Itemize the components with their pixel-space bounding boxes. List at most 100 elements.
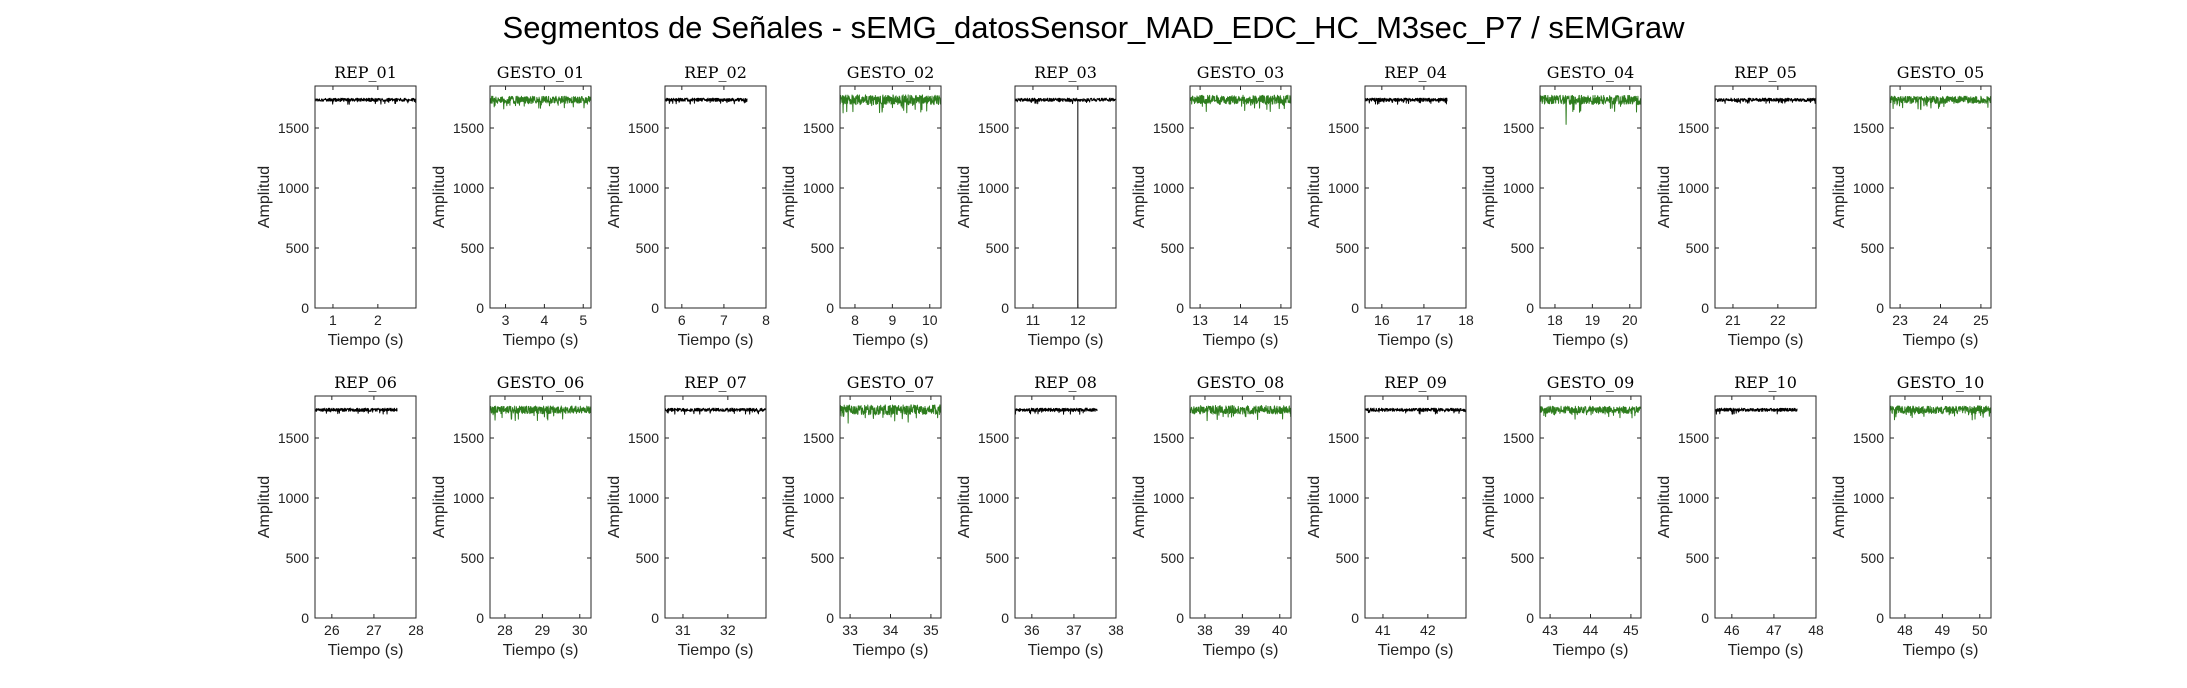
x-tick-label-gesto-10: 48 [1897,622,1913,638]
signal-trace-rep-10 [1715,408,1797,414]
x-tick-label-rep-07: 32 [720,622,736,638]
y-tick-label-gesto-08: 1000 [1153,490,1184,506]
signal-trace-rep-01 [315,98,416,104]
x-tick-label-gesto-09: 45 [1623,622,1639,638]
x-tick-label-gesto-03: 14 [1233,312,1249,328]
axes-box-gesto-10 [1890,396,1991,618]
x-tick-label-gesto-03: 15 [1273,312,1289,328]
y-tick-label-rep-09: 500 [1336,550,1360,566]
y-axis-label-rep-05: Amplitud [1656,166,1673,228]
y-tick-label-rep-05: 0 [1701,300,1709,316]
x-tick-label-rep-10: 48 [1808,622,1824,638]
x-tick-label-rep-04: 17 [1416,312,1432,328]
y-tick-label-rep-09: 0 [1351,610,1359,626]
x-axis-label-rep-01: Tiempo (s) [328,332,404,349]
x-axis-label-rep-09: Tiempo (s) [1378,642,1454,659]
x-axis-label-gesto-10: Tiempo (s) [1903,642,1979,659]
axes-box-rep-04 [1365,86,1466,308]
panel-title-rep-06: REP_06 [334,373,397,392]
x-tick-label-rep-04: 18 [1458,312,1474,328]
x-tick-label-gesto-04: 20 [1622,312,1638,328]
panel-title-rep-10: REP_10 [1734,373,1797,392]
y-tick-label-gesto-09: 0 [1526,610,1534,626]
x-tick-label-rep-02: 8 [762,312,770,328]
x-tick-label-rep-01: 2 [374,312,382,328]
y-axis-label-gesto-09: Amplitud [1481,476,1498,538]
y-tick-label-rep-10: 1000 [1678,490,1709,506]
y-axis-label-gesto-05: Amplitud [1831,166,1848,228]
x-tick-label-rep-08: 37 [1066,622,1082,638]
signal-trace-gesto-04 [1540,95,1641,124]
y-tick-label-gesto-07: 1000 [803,490,834,506]
y-tick-label-gesto-01: 0 [476,300,484,316]
y-tick-label-rep-01: 1000 [278,180,309,196]
y-axis-label-gesto-06: Amplitud [431,476,448,538]
x-tick-label-rep-03: 12 [1070,312,1086,328]
x-tick-label-rep-01: 1 [329,312,337,328]
signal-trace-gesto-10 [1890,406,1991,420]
panel-title-gesto-04: GESTO_04 [1547,63,1635,82]
y-tick-label-rep-07: 500 [636,550,660,566]
y-axis-label-gesto-02: Amplitud [781,166,798,228]
x-tick-label-rep-06: 27 [366,622,382,638]
panel-title-rep-09: REP_09 [1384,373,1447,392]
panel-title-gesto-01: GESTO_01 [497,63,585,82]
axes-box-gesto-07 [840,396,941,618]
axes-box-rep-03 [1015,86,1116,308]
y-tick-label-rep-10: 0 [1701,610,1709,626]
y-axis-label-rep-04: Amplitud [1306,166,1323,228]
x-tick-label-rep-04: 16 [1374,312,1390,328]
x-tick-label-rep-02: 6 [678,312,686,328]
y-tick-label-gesto-04: 0 [1526,300,1534,316]
y-tick-label-gesto-08: 1500 [1153,430,1184,446]
axes-box-gesto-05 [1890,86,1991,308]
axes-box-gesto-03 [1190,86,1291,308]
x-tick-label-gesto-03: 13 [1192,312,1208,328]
y-tick-label-gesto-10: 1500 [1853,430,1884,446]
y-axis-label-rep-09: Amplitud [1306,476,1323,538]
y-tick-label-gesto-10: 500 [1861,550,1885,566]
x-tick-label-rep-05: 21 [1725,312,1741,328]
x-axis-label-rep-08: Tiempo (s) [1028,642,1104,659]
y-tick-label-rep-07: 0 [651,610,659,626]
y-tick-label-gesto-05: 1000 [1853,180,1884,196]
x-axis-label-gesto-03: Tiempo (s) [1203,332,1279,349]
y-tick-label-gesto-10: 0 [1876,610,1884,626]
axes-box-gesto-09 [1540,396,1641,618]
y-tick-label-gesto-02: 1500 [803,120,834,136]
panel-title-rep-05: REP_05 [1734,63,1797,82]
y-tick-label-gesto-05: 0 [1876,300,1884,316]
axes-box-rep-06 [315,396,416,618]
y-tick-label-rep-01: 500 [286,240,310,256]
signal-trace-rep-08 [1015,408,1097,414]
x-tick-label-gesto-10: 50 [1972,622,1988,638]
y-tick-label-rep-02: 1000 [628,180,659,196]
x-axis-label-gesto-06: Tiempo (s) [503,642,579,659]
signal-trace-rep-07 [665,408,766,414]
y-axis-label-gesto-07: Amplitud [781,476,798,538]
y-tick-label-rep-01: 0 [301,300,309,316]
x-tick-label-gesto-02: 10 [922,312,938,328]
y-tick-label-rep-03: 1500 [978,120,1009,136]
x-tick-label-gesto-02: 8 [851,312,859,328]
panel-title-rep-07: REP_07 [684,373,747,392]
y-tick-label-gesto-08: 500 [1161,550,1185,566]
y-tick-label-gesto-02: 1000 [803,180,834,196]
y-tick-label-gesto-07: 500 [811,550,835,566]
y-tick-label-gesto-08: 0 [1176,610,1184,626]
x-tick-label-rep-10: 46 [1724,622,1740,638]
y-tick-label-gesto-09: 500 [1511,550,1535,566]
x-tick-label-rep-09: 41 [1375,622,1391,638]
signal-trace-rep-09 [1365,408,1466,414]
x-axis-label-rep-07: Tiempo (s) [678,642,754,659]
y-tick-label-gesto-07: 0 [826,610,834,626]
y-tick-label-gesto-06: 1000 [453,490,484,506]
y-tick-label-rep-06: 500 [286,550,310,566]
y-tick-label-rep-03: 1000 [978,180,1009,196]
y-tick-label-gesto-09: 1500 [1503,430,1534,446]
y-axis-label-rep-02: Amplitud [606,166,623,228]
y-axis-label-rep-08: Amplitud [956,476,973,538]
panel-title-rep-08: REP_08 [1034,373,1097,392]
x-tick-label-rep-10: 47 [1766,622,1782,638]
